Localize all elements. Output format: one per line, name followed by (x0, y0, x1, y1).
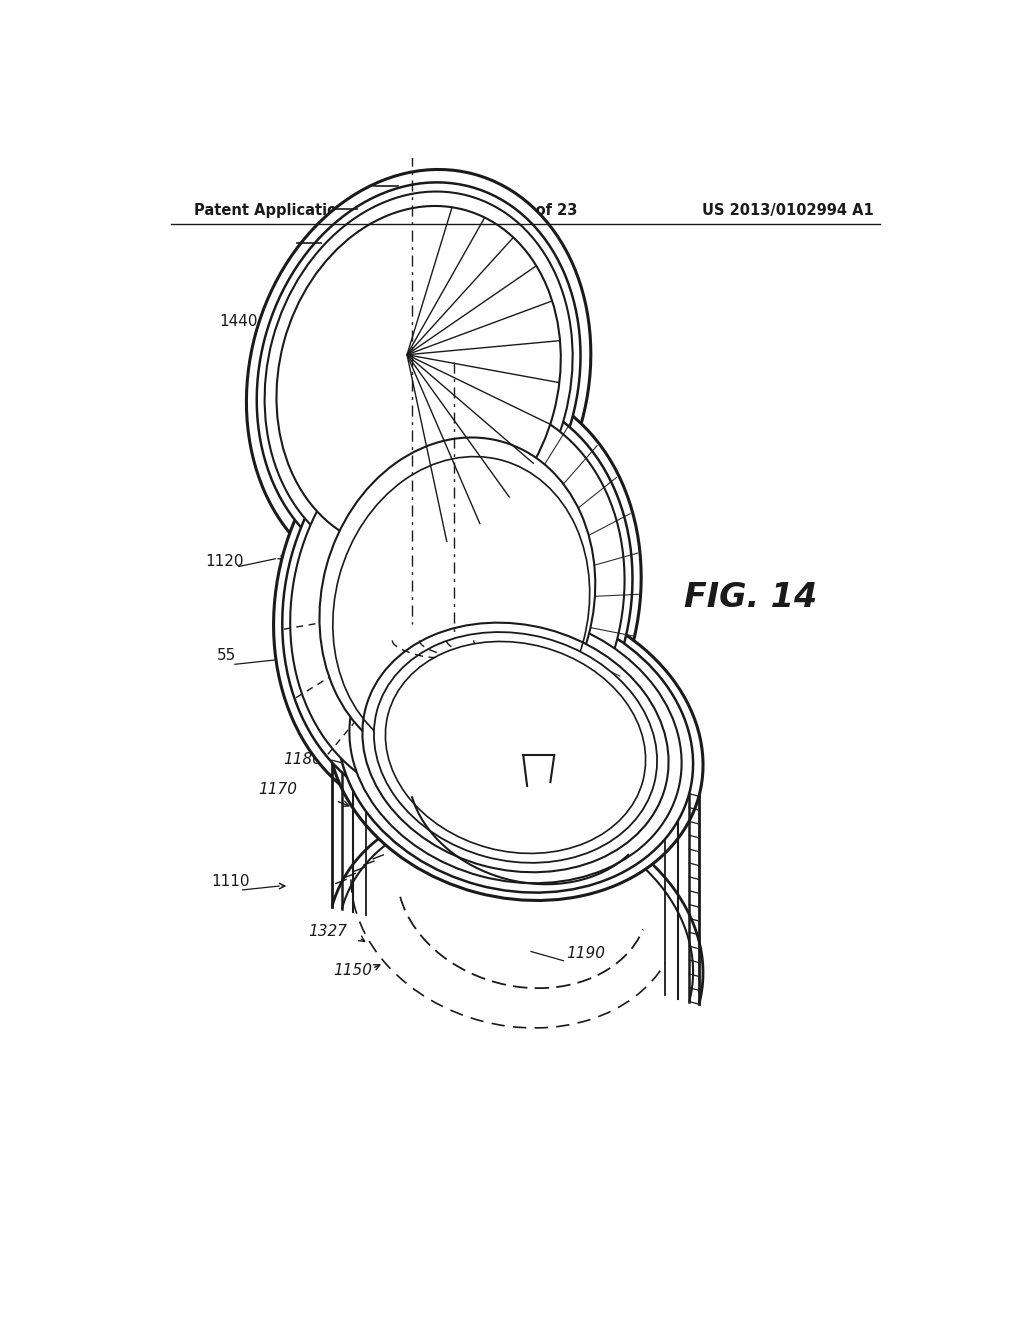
Ellipse shape (338, 602, 693, 892)
Text: Apr. 25, 2013  Sheet 13 of 23: Apr. 25, 2013 Sheet 13 of 23 (337, 203, 578, 218)
Text: 1110: 1110 (212, 874, 250, 890)
Text: 1140: 1140 (326, 718, 365, 733)
Text: 1440: 1440 (219, 314, 258, 329)
Text: FIG. 14: FIG. 14 (684, 581, 818, 614)
Text: 1160: 1160 (305, 733, 344, 748)
Text: 1290: 1290 (349, 701, 388, 715)
Ellipse shape (349, 611, 682, 883)
Text: 1330: 1330 (539, 422, 578, 437)
Ellipse shape (328, 594, 703, 900)
Ellipse shape (362, 623, 669, 873)
Text: 1260: 1260 (593, 622, 632, 638)
Ellipse shape (257, 182, 581, 573)
Text: Patent Application Publication: Patent Application Publication (194, 203, 445, 218)
Text: 1190: 1190 (566, 945, 605, 961)
Text: 55: 55 (217, 648, 237, 664)
Ellipse shape (276, 206, 561, 549)
Ellipse shape (290, 401, 625, 800)
Ellipse shape (319, 437, 595, 764)
Ellipse shape (283, 392, 633, 810)
Text: 1120: 1120 (206, 554, 244, 569)
Text: 1150: 1150 (334, 962, 373, 978)
Ellipse shape (385, 642, 645, 854)
Ellipse shape (374, 632, 657, 863)
Ellipse shape (247, 169, 591, 586)
Text: US 2013/0102994 A1: US 2013/0102994 A1 (701, 203, 873, 218)
Text: 1327: 1327 (308, 924, 347, 939)
Ellipse shape (273, 381, 641, 821)
Text: 1180: 1180 (283, 751, 322, 767)
Ellipse shape (264, 191, 572, 564)
Text: 1170: 1170 (258, 781, 297, 797)
